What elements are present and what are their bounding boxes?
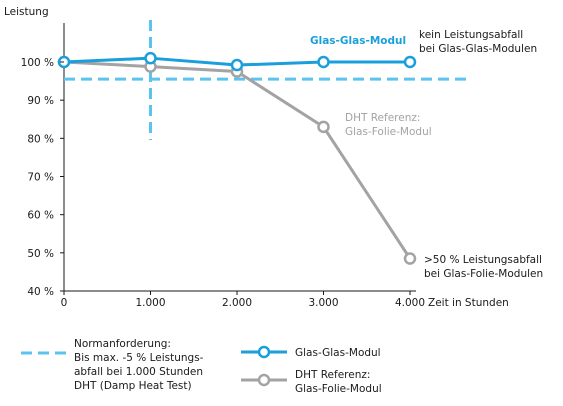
x-tick-label: 1.000 [135,297,165,309]
x-tick-label: 4.000 [395,297,425,309]
legend-norm-line-2: Bis max. -5 % Leistungs- [74,352,204,364]
series-line-1 [63,60,412,260]
x-axis-label: Zeit in Stunden [428,297,509,309]
dht-inline-label-line-1: DHT Referenz: [345,112,420,124]
y-tick-label: 90 % [27,95,54,107]
dht-note-line-2: bei Glas-Folie-Modulen [424,268,543,280]
y-tick-label: 60 % [27,210,54,222]
legend-norm-line-3: abfall bei 1.000 Stunden [74,366,203,378]
y-tick-label: 80 % [27,133,54,145]
data-point-series-1 [403,252,417,265]
x-tick-label: 3.000 [308,297,338,309]
legend-norm-line-1: Normanforderung: [74,338,171,350]
dht-note-line-1: >50 % Leistungsabfall [424,254,542,266]
legend-glas-glas-swatch-marker [257,345,271,359]
y-tick-label: 70 % [27,172,54,184]
y-tick-label: 100 % [21,57,54,69]
data-point-series-0 [144,51,157,65]
glas-glas-note-line-2: bei Glas-Glas-Modulen [419,43,537,55]
glas-glas-inline-label: Glas-Glas-Modul [310,35,406,47]
x-tick-label: 0 [61,297,68,309]
data-point-series-0 [403,55,417,69]
legend-dht-swatch-marker [257,373,271,387]
data-point-series-0 [230,58,244,72]
y-axis-label: Leistung [4,6,49,18]
y-tick-label: 40 % [27,286,54,298]
legend-glas-glas-label: Glas-Glas-Modul [295,347,381,359]
data-point-series-1 [317,120,330,134]
legend: Normanforderung: Bis max. -5 % Leistungs… [21,338,382,395]
glas-glas-note-line-1: kein Leistungsabfall [419,29,523,41]
y-tick-label: 50 % [27,248,54,260]
legend-dht-label-line-2: Glas-Folie-Modul [295,383,382,395]
x-tick-label: 2.000 [222,297,252,309]
legend-norm-line-4: DHT (Damp Heat Test) [74,380,192,392]
legend-dht-label-line-1: DHT Referenz: [295,369,370,381]
data-point-series-0 [317,55,330,69]
dht-inline-label-line-2: Glas-Folie-Modul [345,126,432,138]
